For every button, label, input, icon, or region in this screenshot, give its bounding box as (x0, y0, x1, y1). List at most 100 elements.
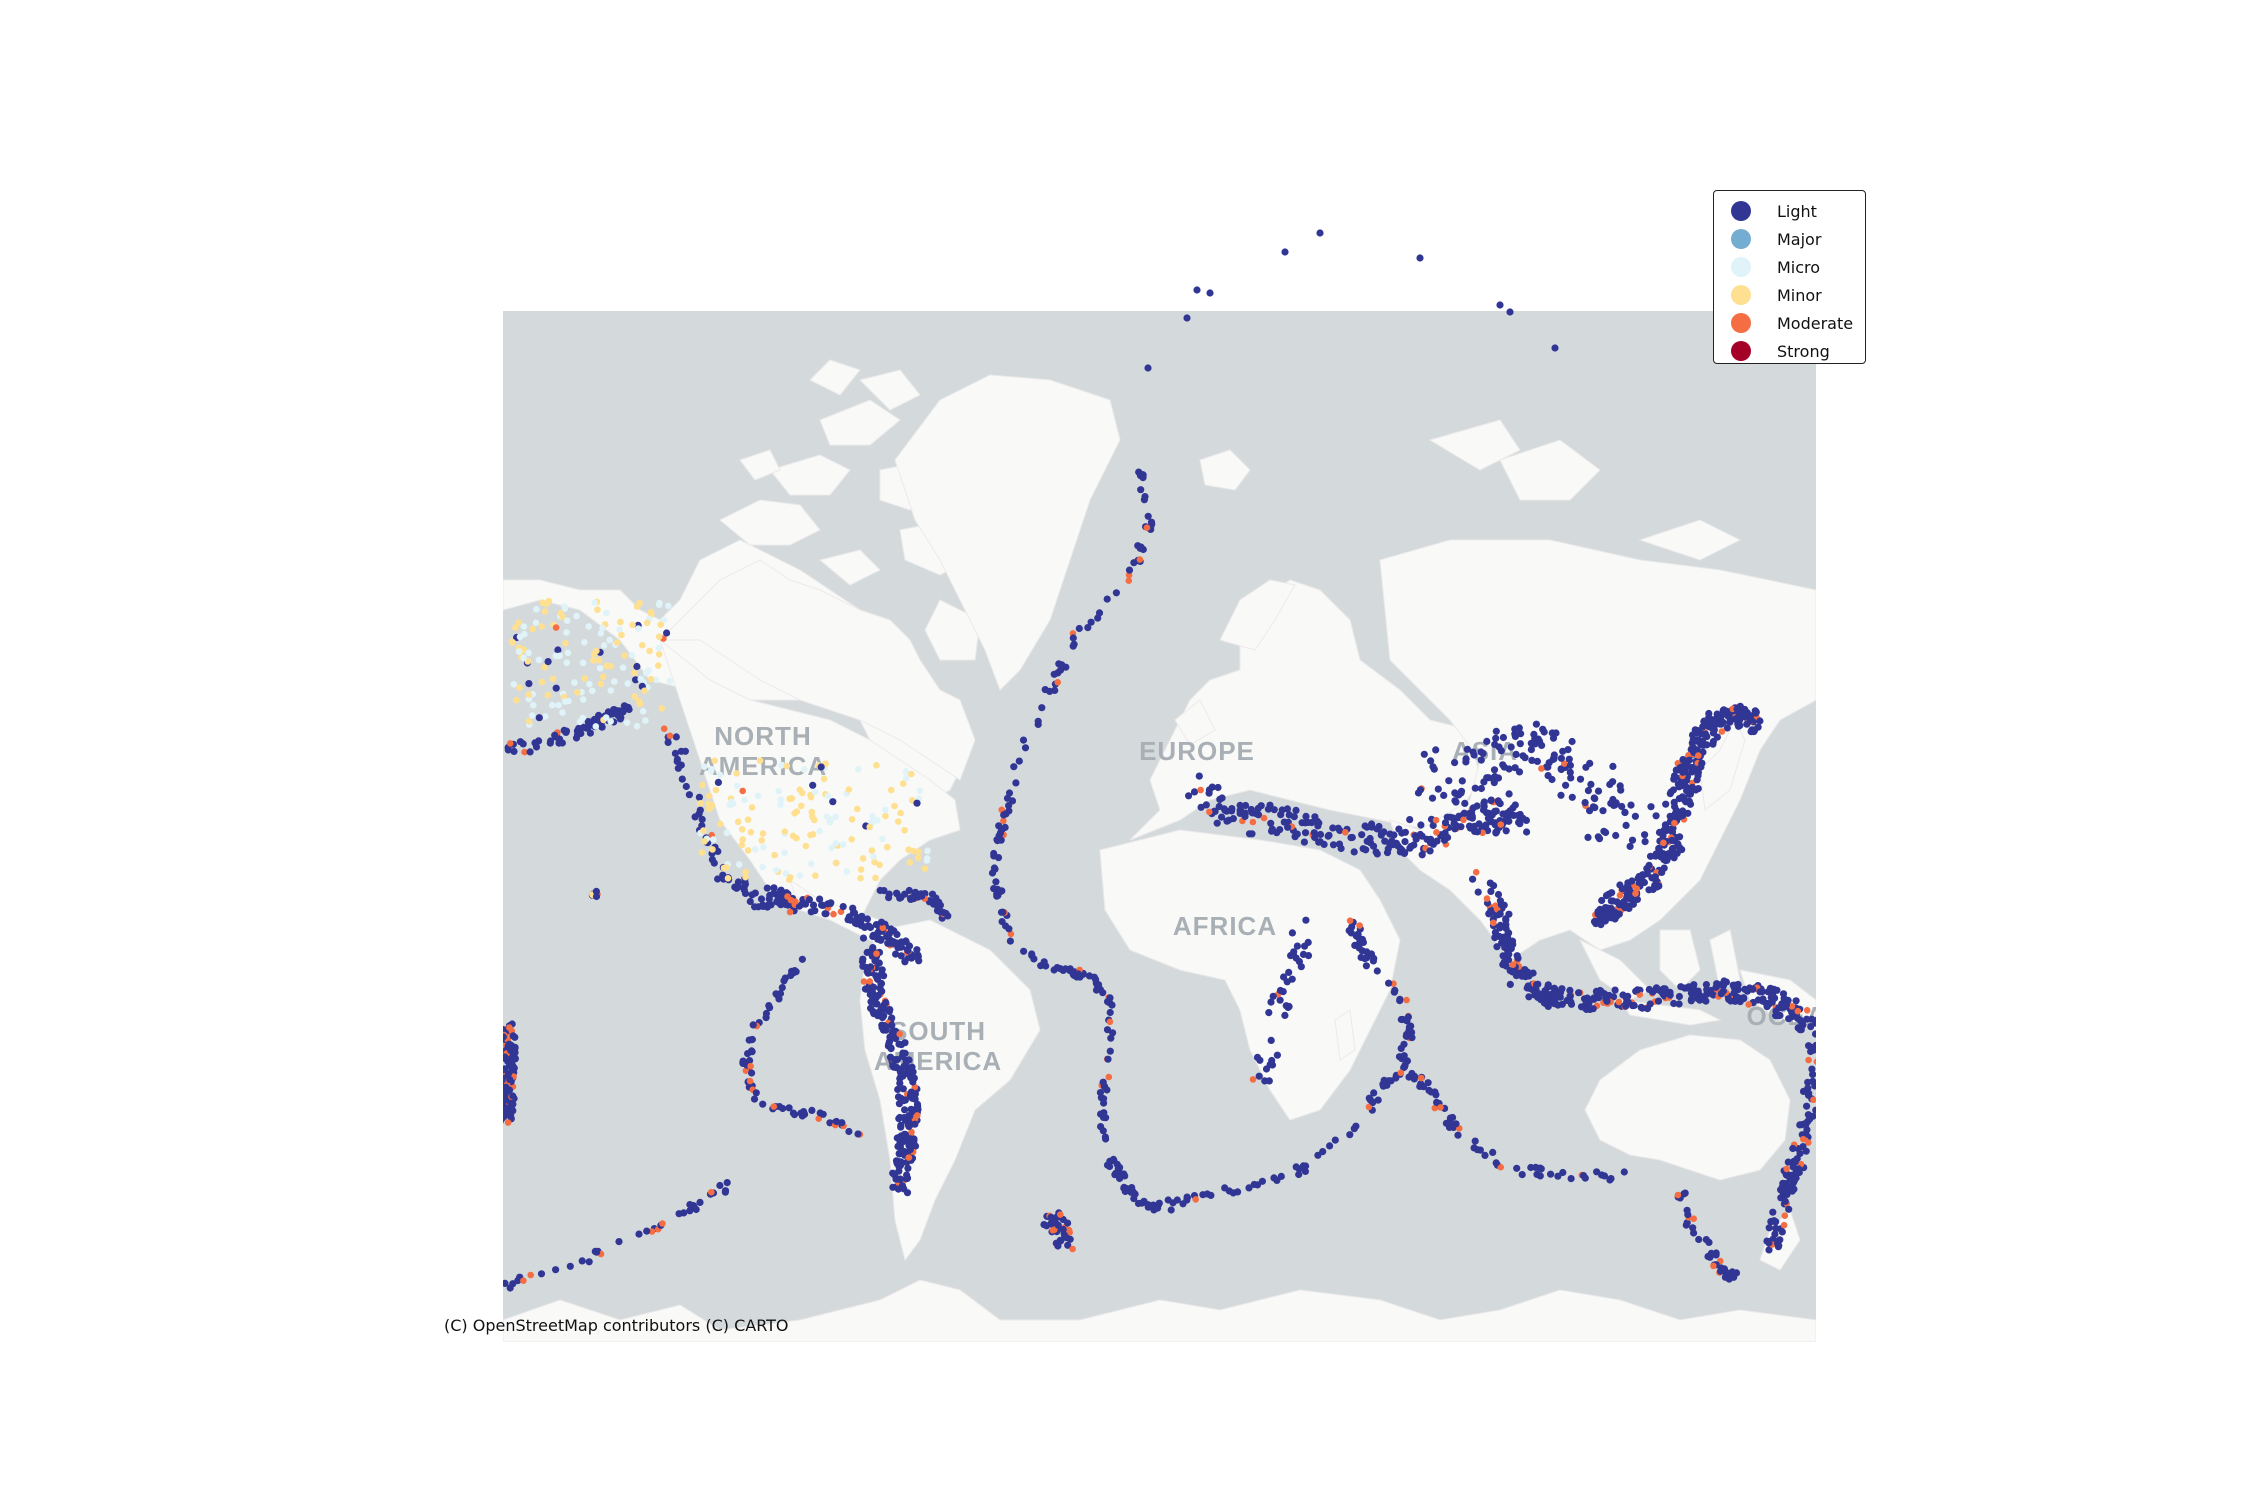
earthquake-point-moderate (660, 725, 668, 732)
earthquake-point-light (1781, 1197, 1789, 1205)
earthquake-point-micro (741, 796, 748, 804)
earthquake-point-light (1599, 807, 1607, 815)
earthquake-point-micro (561, 698, 569, 705)
earthquake-point-micro (759, 863, 766, 871)
earthquake-point-light (1069, 634, 1077, 642)
earthquake-point-moderate (873, 950, 880, 957)
earthquake-point-light (1050, 966, 1058, 974)
earthquake-point-light (1717, 990, 1725, 998)
earthquake-point-light (1320, 840, 1328, 849)
greenland (894, 374, 1121, 691)
earthquake-point-light (1586, 759, 1594, 768)
earthquake-point-light (1662, 800, 1670, 808)
earthquake-point-minor (559, 613, 567, 621)
earthquake-point-minor (733, 770, 740, 777)
earthquake-point-moderate (1718, 728, 1726, 735)
earthquake-point-minor (866, 823, 873, 831)
earthquake-point-minor (798, 802, 805, 810)
earthquake-point-minor (515, 619, 523, 626)
earthquake-point-light (1300, 838, 1308, 846)
earthquake-point-light (885, 1007, 894, 1016)
earthquake-point-light (1540, 999, 1548, 1007)
earthquake-point-light (1284, 823, 1292, 831)
earthquake-point-light (544, 658, 552, 666)
earthquake-point-moderate (815, 1115, 822, 1122)
earthquake-point-micro (735, 861, 743, 868)
earthquake-point-light (859, 934, 868, 942)
earthquake-point-light (592, 887, 601, 896)
earthquake-point-light (882, 1026, 890, 1034)
earthquake-point-light (782, 900, 790, 909)
earthquake-point-minor (595, 657, 603, 664)
earthquake-point-moderate (1260, 814, 1268, 822)
earthquake-point-light (554, 646, 562, 654)
earthquake-point-light (1298, 819, 1306, 827)
earthquake-point-light (997, 908, 1006, 916)
earthquake-point-light (861, 923, 869, 931)
earthquake-point-light (1557, 754, 1565, 762)
earthquake-point-light (1513, 1164, 1521, 1172)
earthquake-point-light (1496, 910, 1504, 918)
earthquake-point-light (1683, 984, 1691, 992)
earthquake-point-light (827, 899, 835, 907)
earthquake-points-outside (1144, 229, 1559, 372)
earthquake-point-light (719, 871, 727, 879)
earthquake-point-moderate (1810, 1096, 1816, 1104)
earthquake-point-light (503, 1113, 504, 1118)
earthquake-point-light (1681, 767, 1689, 775)
earthquake-point-light (1408, 1034, 1416, 1042)
earthquake-point-light (913, 799, 921, 807)
earthquake-point-light (1774, 1239, 1782, 1248)
earthquake-point-light (1164, 1196, 1172, 1204)
earthquake-point-light (1229, 1189, 1237, 1197)
legend-marker-moderate (1731, 313, 1751, 333)
earthquake-point-light (851, 919, 860, 927)
earthquake-point-light (1292, 1163, 1300, 1171)
earthquake-point-light (1654, 986, 1662, 994)
earthquake-point-light (1635, 872, 1643, 881)
earthquake-point-light (759, 901, 767, 909)
earthquake-point-moderate (879, 924, 887, 932)
earthquake-point-light (1554, 1172, 1562, 1180)
earthquake-point-light (1281, 248, 1289, 256)
earthquake-point-light (731, 883, 739, 891)
earthquake-point-light (1497, 747, 1505, 755)
earthquake-point-light (1193, 286, 1201, 294)
earthquake-point-light (1621, 808, 1629, 817)
earthquake-point-light (1633, 986, 1641, 994)
earthquake-point-light (757, 895, 766, 903)
earthquake-point-moderate (1397, 1069, 1405, 1077)
earthquake-point-light (1590, 794, 1598, 802)
earthquake-point-light (1441, 819, 1450, 827)
earthquake-point-moderate (1660, 839, 1667, 847)
legend-item-micro: Micro (1714, 253, 1865, 281)
earthquake-point-moderate (552, 624, 560, 631)
earthquake-point-light (1021, 744, 1030, 752)
earthquake-point-light (1581, 1004, 1589, 1012)
earthquake-point-light (1426, 847, 1434, 855)
earthquake-point-light (880, 887, 888, 895)
earthquake-point-light (510, 747, 518, 756)
earthquake-point-light (1547, 1170, 1555, 1178)
earthquake-point-light (748, 1069, 756, 1077)
earthquake-point-light (1675, 1000, 1683, 1008)
earthquake-point-micro (782, 870, 790, 877)
earthquake-point-light (889, 1027, 897, 1035)
earthquake-point-micro (882, 806, 889, 814)
earthquake-point-light (1482, 821, 1490, 829)
earthquake-point-minor (647, 675, 655, 683)
earthquake-point-moderate (666, 732, 674, 740)
earthquake-point-light (1491, 821, 1499, 829)
earthquake-point-light (1773, 986, 1781, 994)
earthquake-point-light (1391, 986, 1399, 995)
earthquake-point-minor (884, 843, 891, 851)
earthquake-point-light (1652, 877, 1660, 885)
earthquake-point-minor (631, 693, 639, 700)
earthquake-point-micro (549, 701, 556, 709)
earthquake-point-light (1452, 798, 1460, 806)
earthquake-point-light (616, 715, 624, 723)
earthquake-point-light (1104, 1055, 1112, 1063)
earthquake-point-minor (512, 624, 519, 631)
earthquake-point-light (1680, 1190, 1688, 1198)
earthquake-point-light (1285, 1002, 1293, 1011)
